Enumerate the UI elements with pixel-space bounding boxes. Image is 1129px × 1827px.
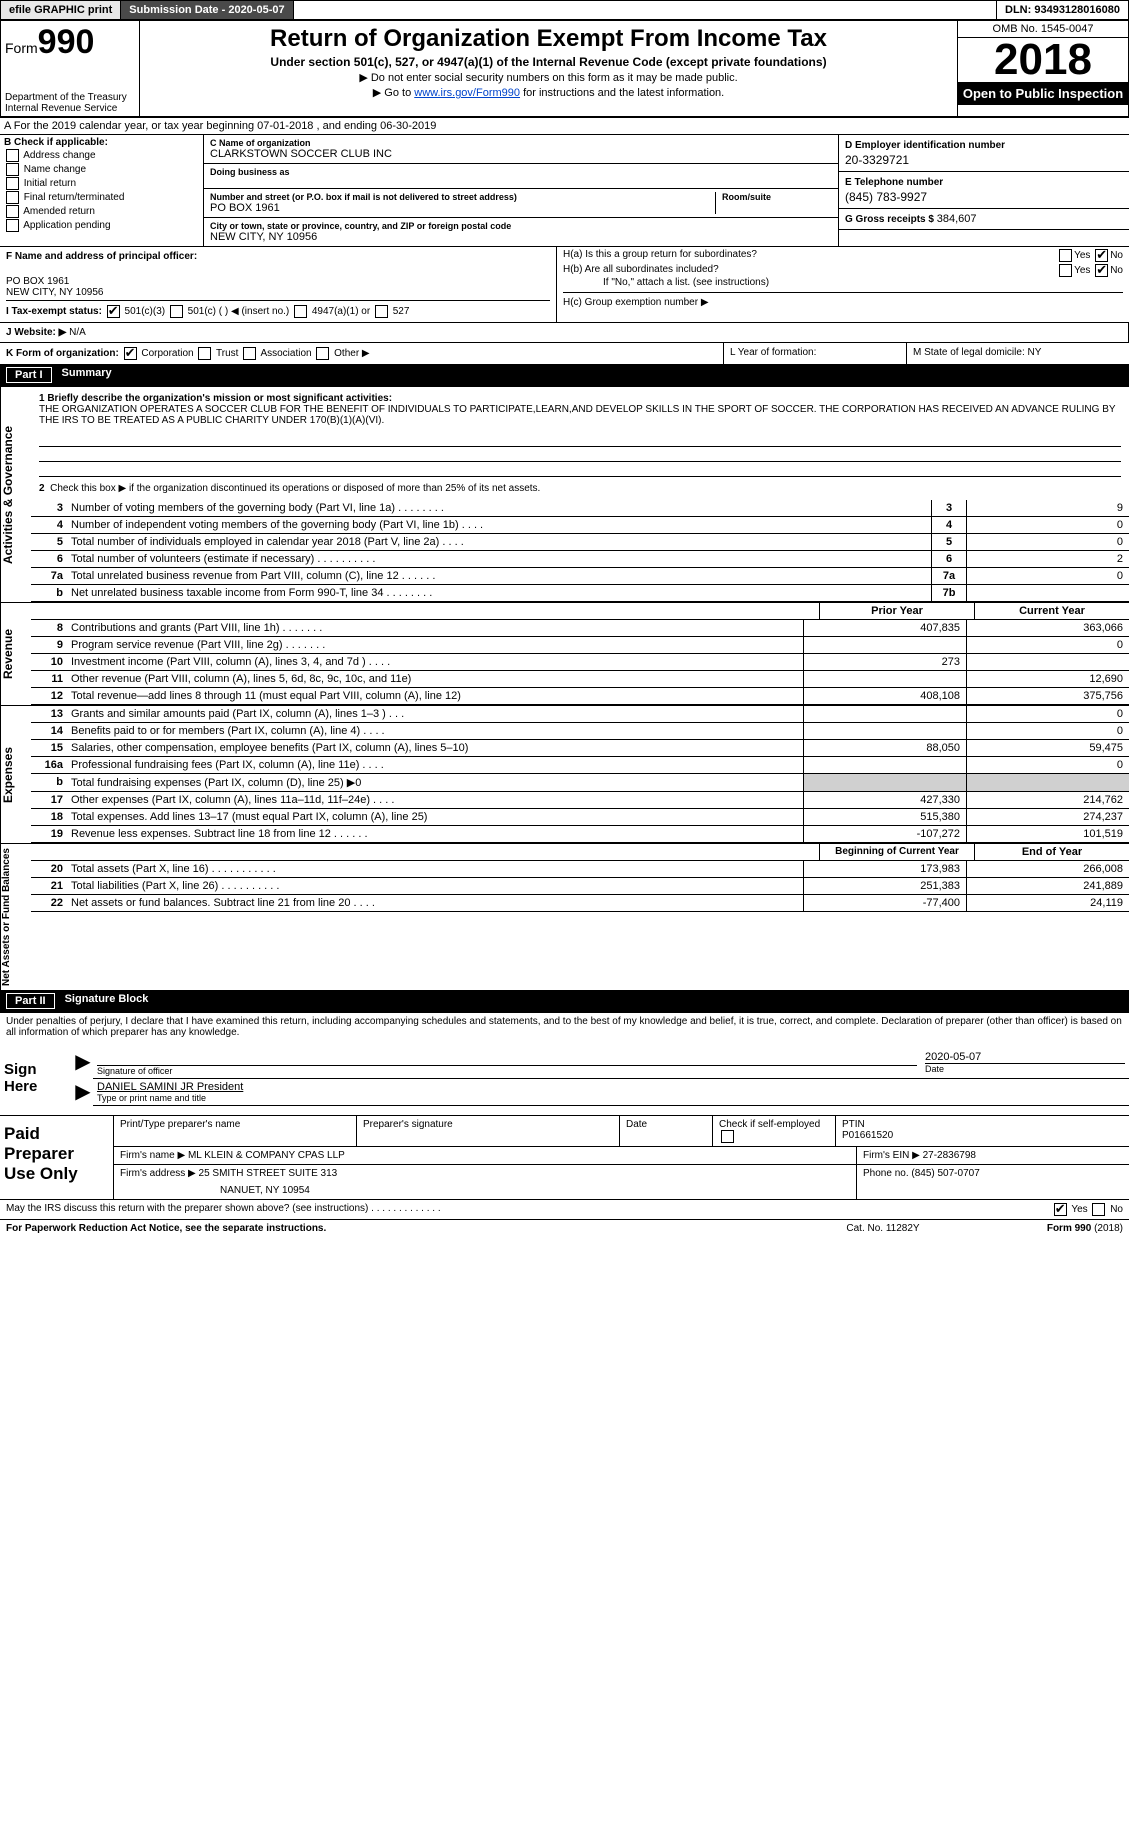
hint2: ▶ Go to www.irs.gov/Form990 for instruct… [146,86,951,99]
irs-link[interactable]: www.irs.gov/Form990 [414,87,520,99]
dln: DLN: 93493128016080 [996,1,1128,19]
table-row: 12Total revenue—add lines 8 through 11 (… [31,688,1129,705]
paid-preparer-label: Paid Preparer Use Only [0,1116,114,1199]
sidebar-expenses: Expenses [0,706,31,843]
gross: 384,607 [937,213,977,225]
mission-text: THE ORGANIZATION OPERATES A SOCCER CLUB … [39,404,1115,426]
sidebar-balances: Net Assets or Fund Balances [0,844,31,990]
form-subtitle: Under section 501(c), 527, or 4947(a)(1)… [146,55,951,69]
footer-cat: Cat. No. 11282Y [803,1223,963,1234]
table-row: bNet unrelated business taxable income f… [31,585,1129,602]
table-row: 15Salaries, other compensation, employee… [31,740,1129,757]
col-b: B Check if applicable: Address change Na… [0,135,204,246]
part2-header: Part IISignature Block [0,990,1129,1012]
table-row: 20Total assets (Part X, line 16) . . . .… [31,861,1129,878]
city: NEW CITY, NY 10956 [210,231,317,243]
table-row: 11Other revenue (Part VIII, column (A), … [31,671,1129,688]
street: PO BOX 1961 [210,202,280,214]
table-row: 18Total expenses. Add lines 13–17 (must … [31,809,1129,826]
perjury: Under penalties of perjury, I declare th… [0,1012,1129,1041]
ein: 20-3329721 [845,153,1123,167]
topbar: efile GRAPHIC print Submission Date - 20… [0,0,1129,20]
sub-date: Submission Date - 2020-05-07 [121,1,293,19]
hint1: ▶ Do not enter social security numbers o… [146,71,951,84]
form-header: Form990 Department of the Treasury Inter… [0,20,1129,117]
table-row: 17Other expenses (Part IX, column (A), l… [31,792,1129,809]
phone: (845) 783-9927 [845,190,1123,204]
form-title: Return of Organization Exempt From Incom… [146,25,951,53]
table-row: 6Total number of volunteers (estimate if… [31,551,1129,568]
table-row: 19Revenue less expenses. Subtract line 1… [31,826,1129,843]
open-to-public: Open to Public Inspection [958,82,1128,105]
table-row: 3Number of voting members of the governi… [31,500,1129,517]
table-row: 16aProfessional fundraising fees (Part I… [31,757,1129,774]
form-number: Form990 [5,23,135,62]
dept: Department of the Treasury Internal Reve… [5,92,135,114]
table-row: 7aTotal unrelated business revenue from … [31,568,1129,585]
entity-box: B Check if applicable: Address change Na… [0,134,1129,246]
table-row: 9Program service revenue (Part VIII, lin… [31,637,1129,654]
org-name: CLARKSTOWN SOCCER CLUB INC [210,148,392,160]
table-row: bTotal fundraising expenses (Part IX, co… [31,774,1129,792]
table-row: 10Investment income (Part VIII, column (… [31,654,1129,671]
table-row: 4Number of independent voting members of… [31,517,1129,534]
footer-form: Form 990 (2018) [963,1223,1123,1234]
section-a: A For the 2019 calendar year, or tax yea… [0,117,1129,134]
efile-btn[interactable]: efile GRAPHIC print [1,1,121,19]
table-row: 14Benefits paid to or for members (Part … [31,723,1129,740]
table-row: 5Total number of individuals employed in… [31,534,1129,551]
sidebar-governance: Activities & Governance [0,387,31,602]
tax-year: 2018 [958,38,1128,82]
table-row: 13Grants and similar amounts paid (Part … [31,706,1129,723]
part1-header: Part ISummary [0,364,1129,386]
sign-here-label: Sign Here [0,1041,73,1115]
sidebar-revenue: Revenue [0,603,31,705]
table-row: 22Net assets or fund balances. Subtract … [31,895,1129,912]
table-row: 8Contributions and grants (Part VIII, li… [31,620,1129,637]
footer-notice: For Paperwork Reduction Act Notice, see … [6,1223,803,1234]
table-row: 21Total liabilities (Part X, line 26) . … [31,878,1129,895]
